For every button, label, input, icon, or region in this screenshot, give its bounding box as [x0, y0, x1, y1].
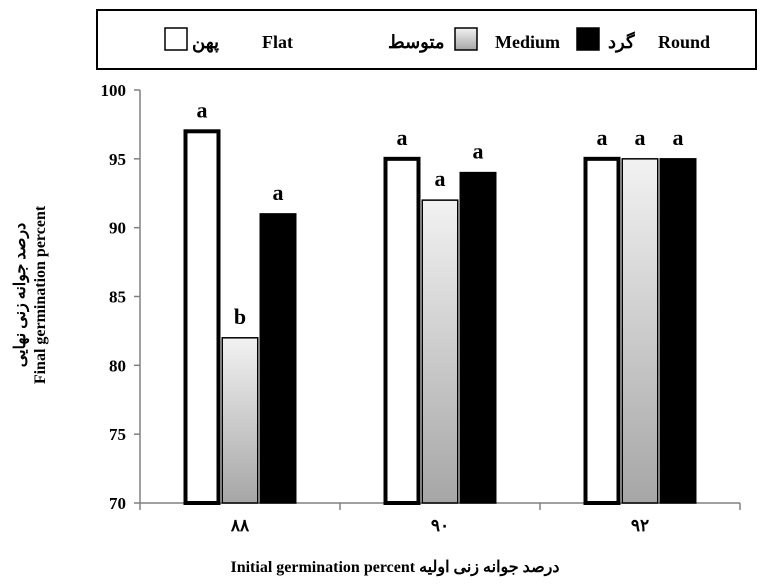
bar-flat-1: [383, 156, 421, 505]
bar-medium-2: [621, 158, 659, 504]
legend-label-round-fa: گرد: [608, 31, 635, 53]
bar-label: a: [397, 125, 408, 150]
bar-round-0: [259, 213, 297, 504]
legend: پهن Flat متوسط Medium گرد Round: [96, 9, 757, 70]
bar-flat-2: [583, 156, 621, 505]
legend-label-medium-fa: متوسط: [388, 32, 445, 53]
y-tick-label: 95: [109, 150, 126, 169]
y-tick-label: 75: [109, 425, 126, 444]
legend-box: [96, 9, 757, 70]
y-axis-title-en: Final germination percent: [32, 205, 49, 384]
legend-label-medium: Medium: [495, 32, 560, 52]
x-tick-label: ۹۰: [431, 516, 449, 535]
bar-label: a: [597, 125, 608, 150]
bar-round-1: [459, 171, 497, 504]
legend-swatch-round: [576, 27, 600, 51]
y-axis-title-fa: درصد جوانه زنی نهایی: [12, 223, 30, 367]
legend-label-flat-fa: پهن: [192, 32, 219, 53]
y-tick-label: 85: [109, 288, 126, 307]
bar-label: b: [234, 304, 246, 329]
bar-label: a: [473, 139, 484, 164]
bar-label: a: [435, 166, 446, 191]
x-axis-title: Initial germination percent درصد جوانه ز…: [230, 559, 559, 577]
y-tick-label: 80: [109, 356, 126, 375]
y-tick-label: 90: [109, 219, 126, 238]
x-tick-label: ۸۸: [230, 516, 250, 535]
y-tick-label: 70: [109, 494, 126, 513]
bar-flat-0: [183, 129, 221, 506]
bar-label: a: [673, 125, 684, 150]
bar-label: a: [197, 97, 208, 122]
legend-swatch-flat: [164, 27, 188, 51]
x-tick-label: ۹۲: [631, 516, 649, 535]
bar-medium-0: [221, 337, 259, 504]
bar-round-2: [659, 158, 697, 504]
legend-label-flat: Flat: [262, 32, 293, 52]
bar-label: a: [635, 125, 646, 150]
bars: [183, 129, 697, 506]
y-tick-label: 100: [101, 81, 127, 100]
legend-label-round: Round: [658, 32, 710, 52]
bar-labels: a b a a a a a a a: [197, 97, 684, 328]
bar-medium-1: [421, 199, 459, 504]
legend-swatch-medium: [454, 27, 478, 51]
bar-label: a: [273, 180, 284, 205]
